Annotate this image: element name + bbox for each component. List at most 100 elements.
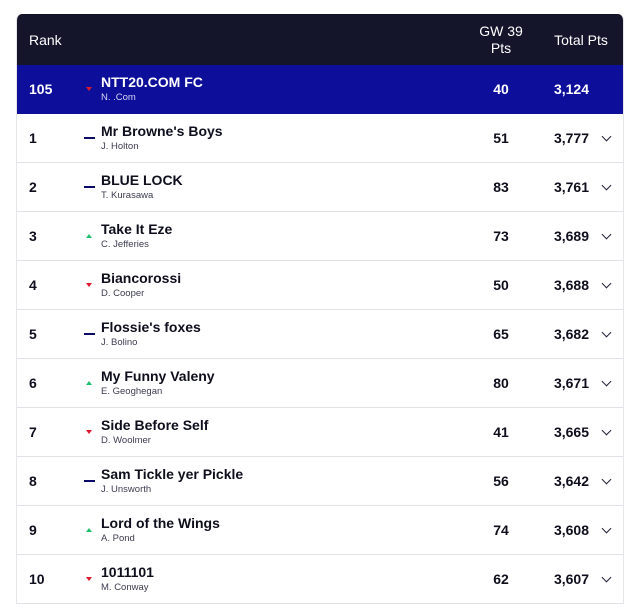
team-name-link[interactable]: Lord of the Wings	[101, 515, 220, 531]
arrow-down-icon	[86, 283, 92, 287]
manager-name: E. Geoghegan	[101, 386, 163, 397]
rank-movement	[77, 528, 101, 532]
arrow-down-icon	[86, 87, 92, 91]
gameweek-points: 50	[493, 277, 509, 293]
rank-movement	[77, 333, 101, 335]
table-row[interactable]: 4 Biancorossi D. Cooper 50 3,688	[17, 261, 623, 310]
total-points: 3,777	[553, 130, 589, 146]
table-row[interactable]: 2 BLUE LOCK T. Kurasawa 83 3,761	[17, 163, 623, 212]
rank-value: 6	[29, 375, 37, 391]
chevron-down-icon	[601, 376, 611, 386]
team-name-link[interactable]: NTT20.COM FC	[101, 74, 203, 90]
arrow-down-icon	[86, 430, 92, 434]
manager-name: D. Woolmer	[101, 435, 151, 446]
team-cell: My Funny Valeny E. Geoghegan	[101, 368, 467, 398]
my-team-row[interactable]: 105 NTT20.COM FC N. .Com 40 3,124	[17, 65, 623, 114]
rank-movement	[77, 137, 101, 139]
no-change-icon	[83, 186, 95, 188]
total-points: 3,671	[553, 375, 589, 391]
total-points: 3,689	[553, 228, 589, 244]
table-row[interactable]: 8 Sam Tickle yer Pickle J. Unsworth 56 3,642	[17, 457, 623, 506]
expand-row-button[interactable]	[589, 278, 623, 288]
gameweek-points-column-header: GW 39 Pts	[467, 23, 535, 57]
manager-name: D. Cooper	[101, 288, 145, 299]
table-row[interactable]: 6 My Funny Valeny E. Geoghegan 80 3,671	[17, 359, 623, 408]
expand-row-button[interactable]	[589, 474, 623, 484]
gameweek-points: 74	[493, 522, 509, 538]
arrow-up-icon	[86, 381, 92, 385]
rank-value: 2	[29, 179, 37, 195]
total-points: 3,642	[553, 473, 589, 489]
rank-value: 9	[29, 522, 37, 538]
expand-row-button[interactable]	[589, 523, 623, 533]
chevron-down-icon	[601, 180, 611, 190]
expand-row-button[interactable]	[589, 376, 623, 386]
team-name-link[interactable]: 1011101	[101, 564, 154, 580]
gameweek-points: 83	[493, 179, 509, 195]
team-name-link[interactable]: Sam Tickle yer Pickle	[101, 466, 244, 482]
gameweek-points: 73	[493, 228, 509, 244]
manager-name: N. .Com	[101, 92, 136, 103]
no-change-icon	[83, 480, 95, 482]
total-points: 3,665	[553, 424, 589, 440]
gameweek-points: 51	[493, 130, 509, 146]
total-points: 3,607	[553, 571, 589, 587]
table-row[interactable]: 7 Side Before Self D. Woolmer 41 3,665	[17, 408, 623, 457]
total-points: 3,682	[553, 326, 589, 342]
team-name-link[interactable]: Flossie's foxes	[101, 319, 201, 335]
rank-movement	[77, 381, 101, 385]
gw-header-line2: Pts	[490, 39, 512, 56]
rank-movement	[77, 234, 101, 238]
arrow-up-icon	[86, 528, 92, 532]
team-name-link[interactable]: Biancorossi	[101, 270, 182, 286]
manager-name: J. Unsworth	[101, 484, 152, 495]
chevron-down-icon	[601, 278, 611, 288]
expand-row-button[interactable]	[589, 180, 623, 190]
total-points: 3,761	[553, 179, 589, 195]
team-name-link[interactable]: My Funny Valeny	[101, 368, 215, 384]
table-header: Rank GW 39 Pts Total Pts	[17, 14, 623, 65]
team-name-link[interactable]: Take It Eze	[101, 221, 173, 237]
gameweek-points: 41	[493, 424, 509, 440]
team-cell: Sam Tickle yer Pickle J. Unsworth	[101, 466, 467, 496]
table-row[interactable]: 10 1011101 M. Conway 62 3,607	[17, 555, 623, 604]
table-row[interactable]: 1 Mr Browne's Boys J. Holton 51 3,777	[17, 114, 623, 163]
rank-value: 105	[29, 81, 53, 97]
rank-value: 4	[29, 277, 37, 293]
rank-value: 3	[29, 228, 37, 244]
team-cell: Side Before Self D. Woolmer	[101, 417, 467, 447]
expand-row-button[interactable]	[589, 131, 623, 141]
total-points-column-header: Total Pts	[554, 31, 608, 48]
team-cell: Biancorossi D. Cooper	[101, 270, 467, 300]
team-name-link[interactable]: Side Before Self	[101, 417, 209, 433]
rank-value: 8	[29, 473, 37, 489]
team-name-link[interactable]: Mr Browne's Boys	[101, 123, 223, 139]
gameweek-points: 80	[493, 375, 509, 391]
total-points: 3,688	[553, 277, 589, 293]
chevron-down-icon	[601, 523, 611, 533]
total-points: 3,124	[553, 81, 589, 97]
team-cell: 1011101 M. Conway	[101, 564, 467, 594]
table-row[interactable]: 3 Take It Eze C. Jefferies 73 3,689	[17, 212, 623, 261]
arrow-down-icon	[86, 577, 92, 581]
rank-value: 10	[29, 571, 45, 587]
expand-row-button[interactable]	[589, 425, 623, 435]
team-cell: Lord of the Wings A. Pond	[101, 515, 467, 545]
gameweek-points: 40	[493, 81, 509, 97]
expand-row-button[interactable]	[589, 327, 623, 337]
table-row[interactable]: 5 Flossie's foxes J. Bolino 65 3,682	[17, 310, 623, 359]
manager-name: C. Jefferies	[101, 239, 149, 250]
chevron-down-icon	[601, 474, 611, 484]
expand-row-button[interactable]	[589, 229, 623, 239]
rank-value: 1	[29, 130, 37, 146]
manager-name: A. Pond	[101, 533, 135, 544]
expand-row-button[interactable]	[589, 572, 623, 582]
team-cell: Take It Eze C. Jefferies	[101, 221, 467, 251]
team-cell: NTT20.COM FC N. .Com	[101, 74, 467, 104]
team-name-link[interactable]: BLUE LOCK	[101, 172, 183, 188]
team-cell: BLUE LOCK T. Kurasawa	[101, 172, 467, 202]
manager-name: M. Conway	[101, 582, 149, 593]
table-row[interactable]: 9 Lord of the Wings A. Pond 74 3,608	[17, 506, 623, 555]
gameweek-points: 62	[493, 571, 509, 587]
standings-rows: 1 Mr Browne's Boys J. Holton 51 3,777 2 BLUE L…	[17, 114, 623, 604]
